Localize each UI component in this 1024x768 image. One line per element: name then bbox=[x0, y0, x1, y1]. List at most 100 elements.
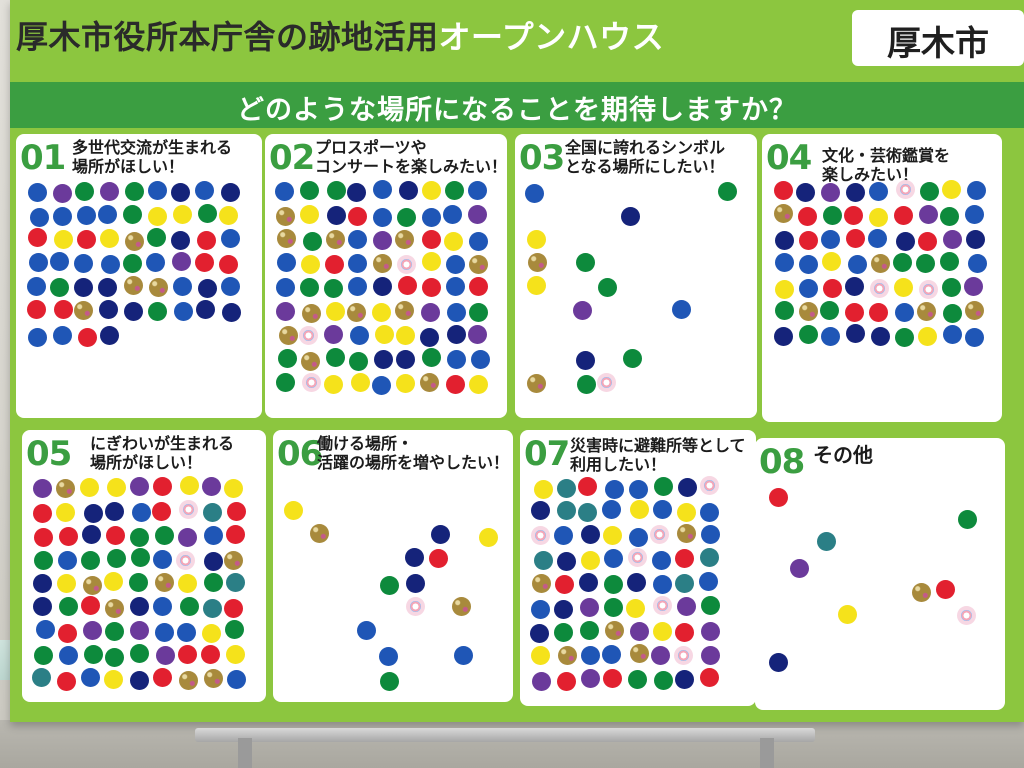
glitter-sticker-dot bbox=[452, 597, 472, 617]
green-sticker-dot bbox=[197, 204, 217, 224]
blue-sticker-dot bbox=[172, 277, 192, 297]
glitter-sticker-dot bbox=[420, 372, 440, 392]
city-name: 厚木市 bbox=[887, 24, 989, 64]
city-badge: 厚木市 bbox=[852, 10, 1024, 66]
green-sticker-dot bbox=[122, 253, 142, 273]
navy-sticker-dot bbox=[430, 524, 450, 544]
purple-sticker-dot bbox=[580, 669, 600, 689]
blue-sticker-dot bbox=[154, 623, 174, 643]
blue-sticker-dot bbox=[868, 229, 888, 249]
red-sticker-dot bbox=[178, 645, 198, 665]
blue-sticker-dot bbox=[220, 277, 240, 297]
blue-sticker-dot bbox=[27, 327, 47, 347]
purple-sticker-dot bbox=[700, 622, 720, 642]
green-sticker-dot bbox=[940, 207, 960, 227]
blue-sticker-dot bbox=[775, 253, 795, 273]
green-sticker-dot bbox=[302, 231, 322, 251]
blue-sticker-dot bbox=[98, 205, 118, 225]
yellow-sticker-dot bbox=[775, 279, 795, 299]
blue-sticker-dot bbox=[371, 375, 391, 395]
navy-sticker-dot bbox=[895, 231, 915, 251]
glitter-sticker-dot bbox=[774, 204, 794, 224]
blue-sticker-dot bbox=[894, 303, 914, 323]
sticker-sticker-dot bbox=[957, 606, 976, 626]
purple-sticker-dot bbox=[650, 646, 670, 666]
navy-sticker-dot bbox=[221, 302, 241, 322]
navy-sticker-dot bbox=[556, 551, 576, 571]
panel-number: 07 bbox=[524, 434, 570, 474]
yellow-sticker-dot bbox=[422, 252, 442, 272]
blue-sticker-dot bbox=[799, 278, 819, 298]
blue-sticker-dot bbox=[348, 230, 368, 250]
blue-sticker-dot bbox=[27, 182, 47, 202]
red-sticker-dot bbox=[224, 598, 243, 618]
red-sticker-dot bbox=[33, 527, 53, 547]
navy-sticker-dot bbox=[170, 230, 190, 250]
blue-sticker-dot bbox=[672, 300, 692, 320]
navy-sticker-dot bbox=[405, 548, 425, 568]
yellow-sticker-dot bbox=[301, 254, 321, 274]
panel-label: 多世代交流が生まれる 場所がほしい！ bbox=[72, 138, 233, 176]
red-sticker-dot bbox=[152, 501, 172, 521]
blue-sticker-dot bbox=[443, 204, 462, 224]
glitter-sticker-dot bbox=[526, 374, 546, 394]
blue-sticker-dot bbox=[372, 180, 392, 200]
purple-sticker-dot bbox=[676, 596, 696, 616]
blue-sticker-dot bbox=[153, 596, 173, 616]
red-sticker-dot bbox=[699, 668, 719, 688]
glitter-sticker-dot bbox=[469, 254, 489, 274]
green-sticker-dot bbox=[718, 182, 738, 202]
green-sticker-dot bbox=[104, 621, 124, 641]
yellow-sticker-dot bbox=[838, 604, 858, 624]
red-sticker-dot bbox=[152, 668, 172, 688]
blue-sticker-dot bbox=[629, 479, 649, 499]
sticker-sticker-dot bbox=[870, 278, 890, 298]
green-sticker-dot bbox=[823, 206, 843, 226]
green-sticker-dot bbox=[203, 573, 223, 593]
blue-sticker-dot bbox=[629, 527, 649, 547]
glitter-sticker-dot bbox=[104, 599, 124, 619]
blue-sticker-dot bbox=[799, 255, 819, 275]
green-sticker-dot bbox=[107, 549, 127, 569]
red-sticker-dot bbox=[823, 278, 843, 298]
navy-sticker-dot bbox=[845, 324, 865, 344]
green-sticker-dot bbox=[59, 597, 79, 617]
blue-sticker-dot bbox=[652, 574, 672, 594]
blue-sticker-dot bbox=[467, 181, 487, 201]
navy-sticker-dot bbox=[203, 551, 223, 571]
navy-sticker-dot bbox=[677, 478, 697, 498]
green-sticker-dot bbox=[941, 278, 961, 298]
sticker-sticker-dot bbox=[301, 372, 321, 392]
navy-sticker-dot bbox=[326, 205, 346, 225]
yellow-sticker-dot bbox=[652, 622, 672, 642]
yellow-sticker-dot bbox=[80, 477, 100, 497]
blue-sticker-dot bbox=[80, 668, 100, 688]
yellow-sticker-dot bbox=[581, 550, 601, 570]
sticker-sticker-dot bbox=[396, 255, 416, 275]
yellow-sticker-dot bbox=[53, 229, 73, 249]
red-sticker-dot bbox=[845, 302, 865, 322]
blue-sticker-dot bbox=[29, 207, 49, 227]
blue-sticker-dot bbox=[966, 180, 986, 200]
panel-03: 03 全国に誇れるシンボル となる場所にしたい！ bbox=[515, 134, 757, 418]
blue-sticker-dot bbox=[146, 253, 166, 273]
green-sticker-dot bbox=[892, 253, 912, 273]
red-sticker-dot bbox=[578, 476, 598, 496]
green-sticker-dot bbox=[81, 550, 101, 570]
red-sticker-dot bbox=[893, 206, 913, 226]
green-sticker-dot bbox=[627, 669, 647, 689]
purple-sticker-dot bbox=[155, 645, 175, 665]
green-sticker-dot bbox=[33, 551, 53, 571]
blue-sticker-dot bbox=[964, 205, 984, 225]
glitter-sticker-dot bbox=[912, 582, 932, 602]
red-sticker-dot bbox=[868, 303, 888, 323]
teal-sticker-dot bbox=[203, 503, 223, 523]
glitter-sticker-dot bbox=[677, 524, 697, 544]
panel-06: 06 働ける場所・ 活躍の場所を増やしたい！ bbox=[273, 430, 513, 702]
red-sticker-dot bbox=[935, 580, 955, 600]
glitter-sticker-dot bbox=[149, 277, 169, 297]
navy-sticker-dot bbox=[576, 350, 595, 370]
teal-sticker-dot bbox=[556, 479, 576, 499]
yellow-sticker-dot bbox=[172, 205, 192, 225]
